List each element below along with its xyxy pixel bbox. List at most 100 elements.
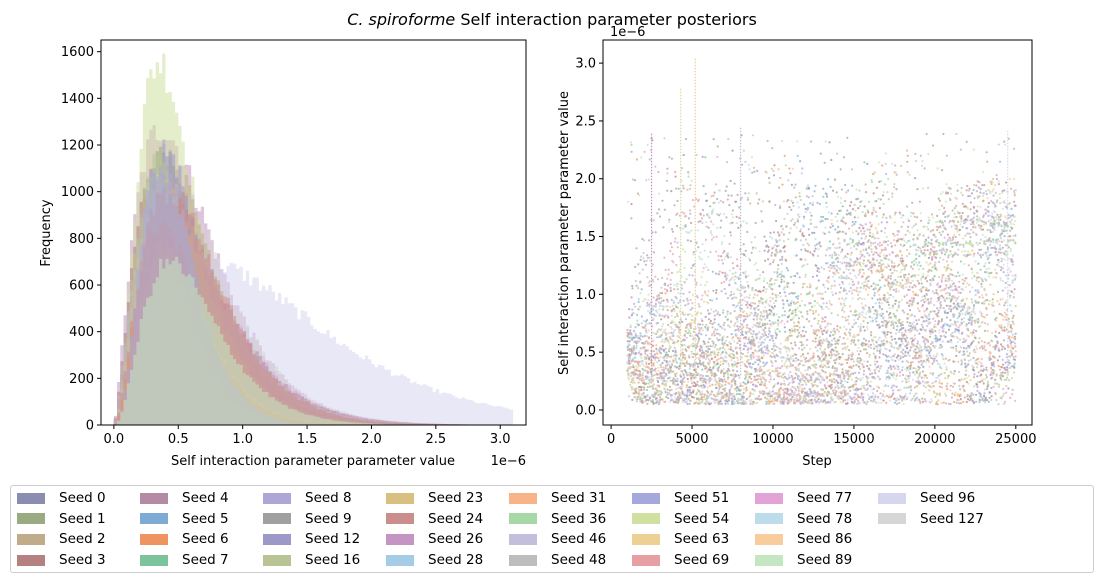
trace-point xyxy=(712,393,715,396)
trace-point xyxy=(966,232,969,235)
trace-point xyxy=(870,248,873,251)
trace-point xyxy=(846,345,849,348)
trace-point xyxy=(886,243,889,246)
trace-point xyxy=(857,207,860,210)
trace-point xyxy=(967,363,970,366)
trace-point xyxy=(931,144,935,147)
trace-point xyxy=(758,323,761,326)
trace-point xyxy=(751,388,754,391)
trace-point xyxy=(859,204,862,208)
trace-point xyxy=(639,258,642,261)
trace-point xyxy=(690,377,693,380)
trace-point xyxy=(764,326,767,330)
trace-point xyxy=(952,400,956,404)
trace-point xyxy=(660,300,663,303)
trace-point xyxy=(959,350,962,353)
trace-point xyxy=(1001,189,1004,193)
trace-point xyxy=(927,298,930,301)
trace-point xyxy=(852,383,856,386)
trace-point xyxy=(984,349,987,352)
trace-point xyxy=(723,250,726,253)
trace-point xyxy=(635,344,638,348)
trace-point xyxy=(889,242,893,245)
trace-point xyxy=(1002,363,1005,366)
trace-point xyxy=(990,271,993,274)
trace-point xyxy=(964,373,967,376)
trace-point xyxy=(836,374,839,377)
trace-point xyxy=(862,320,865,323)
trace-point xyxy=(1013,342,1017,345)
trace-point xyxy=(889,277,892,280)
trace-point xyxy=(977,357,980,360)
trace-point xyxy=(952,294,955,297)
trace-point xyxy=(867,268,870,271)
trace-point xyxy=(716,348,719,351)
trace-point xyxy=(807,395,810,398)
trace-point xyxy=(690,221,693,225)
trace-point xyxy=(645,388,649,392)
trace-point xyxy=(691,375,694,378)
trace-point xyxy=(859,387,863,390)
trace-point xyxy=(726,372,729,375)
trace-point xyxy=(834,342,837,346)
trace-point xyxy=(829,226,832,229)
trace-point xyxy=(876,290,879,293)
trace-point xyxy=(834,228,837,231)
trace-point xyxy=(970,218,973,221)
trace-point xyxy=(660,397,663,401)
trace-point xyxy=(647,399,650,402)
trace-point xyxy=(803,203,806,206)
trace-point xyxy=(922,267,925,270)
trace-point xyxy=(807,187,811,190)
trace-point xyxy=(988,237,991,240)
trace-point xyxy=(989,231,992,234)
trace-point xyxy=(920,346,923,349)
trace-point xyxy=(724,292,727,295)
trace-point xyxy=(669,242,673,245)
trace-point xyxy=(633,179,637,182)
trace-point xyxy=(828,354,831,357)
trace-point xyxy=(953,360,956,363)
trace-point xyxy=(864,344,867,347)
trace-point xyxy=(1014,189,1017,192)
trace-point xyxy=(1000,343,1003,346)
trace-point xyxy=(838,356,841,359)
trace-point xyxy=(773,164,776,167)
trace-point xyxy=(998,383,1001,386)
trace-point xyxy=(984,208,987,211)
trace-point xyxy=(778,285,781,288)
trace-point xyxy=(799,258,802,261)
trace-point xyxy=(641,335,644,338)
trace-point xyxy=(688,362,691,365)
trace-point xyxy=(997,251,1001,254)
trace-point xyxy=(920,219,923,222)
trace-point xyxy=(947,286,950,289)
trace-point xyxy=(977,301,980,304)
trace-point xyxy=(882,263,885,266)
trace-point xyxy=(878,378,882,381)
trace-point xyxy=(659,352,663,355)
trace-point xyxy=(799,239,802,242)
trace-point xyxy=(839,209,842,212)
trace-point xyxy=(657,170,660,174)
trace-point xyxy=(955,215,958,219)
trace-point xyxy=(979,254,982,257)
trace-point xyxy=(841,353,844,356)
trace-point xyxy=(661,199,664,202)
trace-point xyxy=(746,230,749,234)
trace-point xyxy=(802,243,805,246)
trace-point xyxy=(847,315,850,318)
trace-point xyxy=(916,376,920,379)
trace-point xyxy=(899,243,902,246)
trace-point xyxy=(891,281,894,284)
trace-point xyxy=(653,373,656,377)
trace-point xyxy=(910,261,914,264)
trace-point xyxy=(636,319,639,322)
trace-point xyxy=(981,184,984,187)
trace-point xyxy=(864,348,867,351)
trace-point xyxy=(866,364,869,368)
trace-point xyxy=(645,259,648,262)
trace-point xyxy=(920,299,923,302)
trace-point xyxy=(786,389,789,392)
trace-point xyxy=(762,361,765,364)
